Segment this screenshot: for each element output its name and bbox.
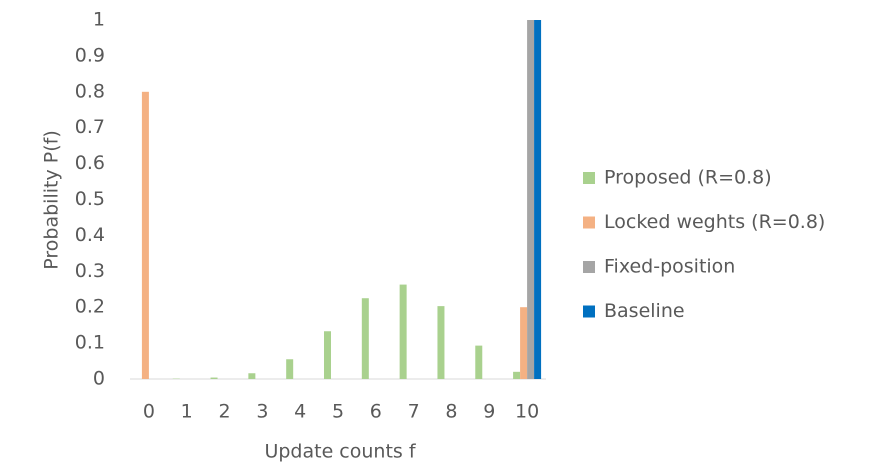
y-tick-label: 0.8 [75,80,105,102]
x-tick-label: 4 [294,401,306,423]
bar [361,298,369,379]
y-tick-label: 0.4 [75,224,105,246]
bar [527,20,535,379]
bar [324,331,331,379]
bar [141,91,149,380]
bar [210,377,218,379]
legend-swatch [583,305,595,318]
x-tick-label: 0 [143,401,155,423]
y-tick-label: 0.5 [75,188,105,210]
y-tick-label: 1 [93,9,105,31]
x-tick-label: 8 [445,401,457,423]
legend-swatch [583,172,595,184]
y-tick-label: 0.1 [75,332,105,354]
bar [513,371,521,379]
x-tick-label: 5 [332,401,344,423]
bar [286,359,294,379]
legend-label: Locked weghts (R=0.8) [604,211,825,233]
x-axis-title: Update counts f [264,441,416,463]
x-tick-label: 3 [256,401,268,423]
y-tick-label: 0 [93,368,105,390]
bar [437,306,445,379]
y-tick-label: 0.7 [75,116,105,138]
legend-swatch [583,216,595,229]
bar [399,284,407,379]
bar [248,373,256,379]
y-tick-label: 0.2 [75,296,105,318]
x-tick-label: 2 [218,401,230,423]
y-tick-label: 0.3 [75,260,105,282]
x-tick-label: 10 [515,401,539,423]
x-tick-label: 1 [181,401,193,423]
y-tick-label: 0.9 [75,44,105,66]
legend-label: Fixed-position [604,256,735,278]
legend-label: Baseline [604,300,685,322]
legend-label: Proposed (R=0.8) [604,167,772,189]
bar [520,307,528,379]
y-axis-title: Probability P(f) [41,130,63,269]
y-tick-label: 0.6 [75,152,105,174]
x-tick-label: 6 [370,401,382,423]
x-tick-label: 7 [408,401,420,423]
bar [534,20,542,379]
bar [475,345,483,379]
x-tick-label: 9 [483,401,495,423]
legend-swatch [583,261,595,273]
